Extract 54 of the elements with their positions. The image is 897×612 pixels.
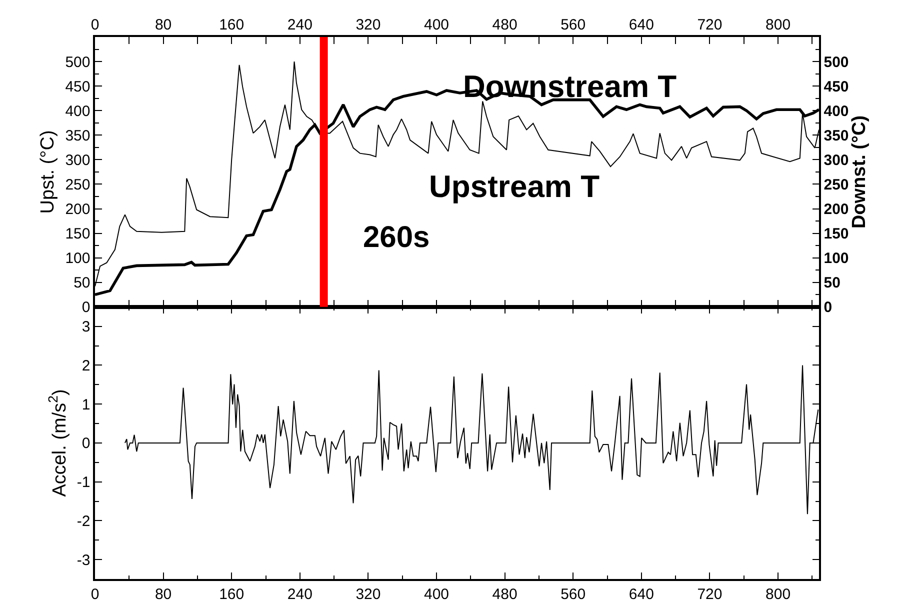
series-label: Downstream T: [463, 69, 677, 104]
x-tick-label: 80: [154, 16, 172, 34]
y-tick-label: 300: [65, 152, 90, 169]
y2-tick-label: 200: [824, 201, 849, 218]
y2-axis-title: Downst. (°C): [849, 115, 870, 229]
x-tick-label: 160: [219, 16, 244, 34]
y-tick-label: 50: [74, 274, 90, 292]
x-tick-label: 800: [766, 586, 791, 603]
y-tick-label: 250: [65, 176, 90, 194]
x-tick-label: 160: [219, 586, 244, 603]
y-tick-label: 450: [65, 78, 90, 96]
x-tick-label: 240: [287, 16, 312, 34]
y-tick-label: 150: [65, 226, 90, 243]
x-tick-label: 480: [492, 16, 518, 34]
x-tick-label: 720: [697, 16, 722, 34]
y2-tick-label: 50: [824, 274, 840, 292]
x-tick-label: 400: [424, 16, 450, 34]
y-tick-label: 100: [65, 250, 90, 268]
y-tick-label: 0: [82, 435, 90, 452]
x-tick-label: 560: [560, 586, 586, 603]
y-tick-label: 1: [82, 396, 90, 414]
y2-tick-label: 100: [824, 250, 849, 268]
y-tick-label: 400: [65, 102, 90, 120]
y2-tick-label: 350: [824, 127, 849, 144]
x-tick-label: 640: [628, 586, 654, 603]
x-tick-label: 320: [356, 16, 381, 34]
y-tick-label: 2: [82, 357, 90, 374]
ref-line-label: 260s: [363, 221, 430, 254]
y-tick-label: -2: [76, 512, 90, 530]
x-tick-label: 480: [492, 586, 518, 603]
x-tick-label: 320: [356, 586, 381, 603]
y-tick-label: 200: [65, 201, 90, 218]
x-tick-label: 560: [560, 16, 586, 34]
x-tick-label: 240: [287, 586, 312, 603]
y-tick-label: -1: [76, 474, 90, 492]
x-tick-label: 400: [424, 586, 450, 603]
x-tick-label: 720: [697, 586, 722, 603]
y-tick-label: 500: [65, 54, 90, 71]
y-tick-label: 3: [82, 318, 90, 336]
y2-tick-label: 150: [824, 226, 849, 243]
y-axis-title: Upst. (°C): [38, 130, 59, 214]
y2-tick-label: 400: [824, 102, 849, 120]
y2-tick-label: 450: [824, 78, 849, 96]
x-tick-label: 800: [766, 16, 791, 34]
y2-tick-label: 500: [824, 54, 849, 71]
y2-tick-label: 250: [824, 176, 849, 194]
y2-tick-label: 300: [824, 152, 849, 169]
y-tick-label: 350: [65, 127, 90, 144]
series-label: Upstream T: [429, 169, 600, 204]
y-tick-label: 0: [82, 299, 90, 316]
x-tick-label: 640: [628, 16, 654, 34]
x-tick-label: 80: [154, 586, 172, 603]
y-tick-label: -3: [76, 552, 90, 569]
y2-tick-label: 0: [824, 299, 832, 316]
